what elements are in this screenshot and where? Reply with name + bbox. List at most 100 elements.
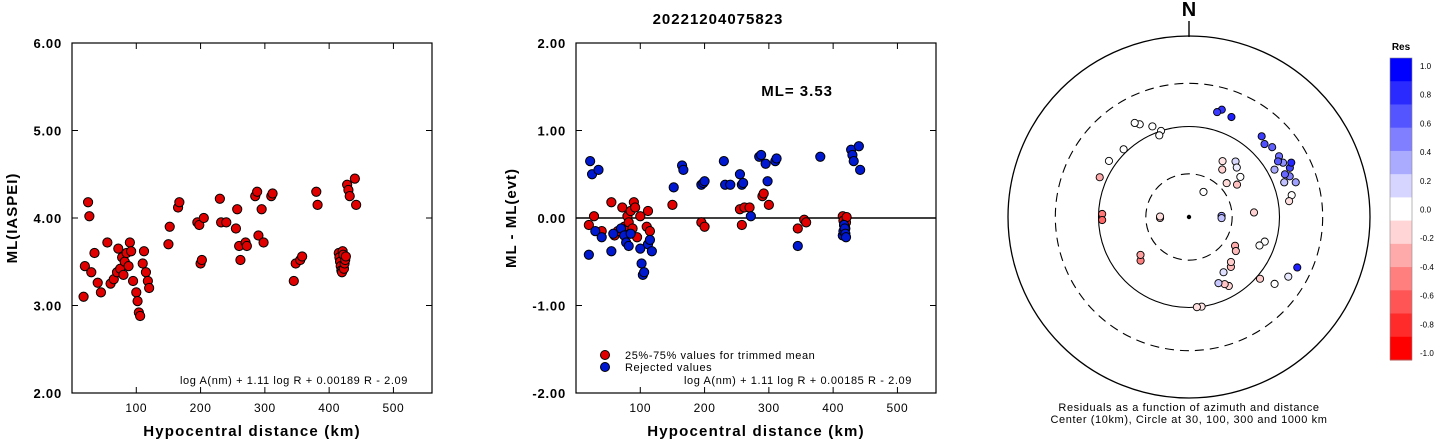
y-axis-label: ML - ML(evt) <box>503 168 520 268</box>
data-point <box>642 205 654 217</box>
station-point <box>1255 241 1264 250</box>
data-point <box>744 202 755 213</box>
data-point <box>617 202 628 213</box>
station-point <box>1214 279 1223 288</box>
data-point <box>583 219 594 231</box>
colorbar-cell <box>1390 104 1412 129</box>
data-point <box>636 258 647 269</box>
data-point <box>164 221 175 232</box>
data-point <box>699 221 710 232</box>
station-point <box>1098 215 1107 225</box>
data-point <box>113 243 124 254</box>
data-point <box>123 261 134 272</box>
data-point <box>241 240 252 252</box>
x-tick-label: 400 <box>318 401 340 415</box>
station-point <box>1293 263 1302 272</box>
data-point <box>102 237 113 248</box>
station-point <box>1218 165 1227 174</box>
data-point <box>131 287 142 298</box>
colorbar-cell <box>1390 58 1412 82</box>
station-point <box>1257 132 1266 141</box>
magnitude-formula: log A(nm) + 1.11 log R + 0.00189 R - 2.0… <box>180 375 408 387</box>
event-id-title: 20221204075823 <box>653 11 784 28</box>
data-point <box>635 243 646 254</box>
data-point <box>311 186 322 197</box>
station-point <box>1260 140 1269 149</box>
station-point <box>1219 268 1228 277</box>
data-point <box>297 251 308 262</box>
station-point <box>1192 303 1201 312</box>
data-point <box>583 249 594 260</box>
north-label: N <box>1182 0 1196 21</box>
data-point <box>344 191 355 202</box>
legend-marker-rejected <box>600 362 610 372</box>
colorbar-tick-label: 1.0 <box>1420 62 1432 71</box>
x-tick-label: 200 <box>694 401 716 415</box>
data-point <box>606 197 617 208</box>
data-point <box>340 251 351 262</box>
data-point <box>84 211 95 222</box>
x-axis-label: Hypocentral distance (km) <box>647 423 865 440</box>
station-point <box>1222 179 1231 188</box>
y-tick-label: 2.00 <box>537 36 566 51</box>
data-point <box>758 188 769 199</box>
data-point <box>644 226 656 237</box>
colorbar: Res 1.0 0.8 0.6 0.4 0.2 0.0 -0.2 -0.4 -0.6 -0.8 -1… <box>1389 42 1434 361</box>
station-point <box>1231 246 1240 256</box>
station-point <box>1119 145 1128 154</box>
azimuth-residual-panel: N Residuals as a function of azimuth and… <box>1007 0 1434 426</box>
colorbar-frame <box>1389 57 1413 361</box>
data-point <box>646 246 657 257</box>
data-point <box>596 232 607 243</box>
ml-vs-distance-panel: 100 200 300 400 500 2.00 3.00 4.00 5.00 6.00 log… <box>4 36 433 440</box>
colorbar-cell <box>1390 220 1412 245</box>
data-point <box>840 232 852 243</box>
data-point <box>792 223 803 234</box>
x-tick-label: 500 <box>383 401 405 415</box>
colorbar-tick-label: -0.4 <box>1420 263 1434 272</box>
data-point <box>630 202 641 213</box>
colorbar-cell <box>1390 127 1412 152</box>
colorbar-tick-label: 0.4 <box>1420 148 1432 157</box>
x-axis-label: Hypocentral distance (km) <box>143 423 361 440</box>
data-point <box>163 239 174 250</box>
data-point <box>718 156 729 167</box>
colorbar-cell <box>1390 81 1412 105</box>
colorbar-tick-label: 0.8 <box>1420 91 1432 100</box>
data-point <box>140 267 152 278</box>
y-tick-label: 2.00 <box>33 386 62 401</box>
station-point <box>1104 156 1113 165</box>
data-point <box>635 211 646 222</box>
data-point <box>590 226 601 237</box>
data-point <box>312 199 323 210</box>
data-point <box>92 277 103 288</box>
ml-value-label: ML= 3.53 <box>761 83 833 100</box>
y-tick-label: 4.00 <box>33 211 62 226</box>
data-point <box>606 246 617 257</box>
data-point <box>815 151 826 162</box>
data-point <box>736 219 747 231</box>
data-point <box>135 310 146 322</box>
data-point <box>252 186 263 197</box>
data-point <box>288 275 299 287</box>
colorbar-title: Res <box>1392 42 1411 53</box>
colorbar-cell <box>1390 336 1412 361</box>
data-point <box>792 240 803 252</box>
ring-100km <box>1097 125 1281 309</box>
data-point <box>78 291 89 302</box>
y-tick-labels: 2.00 3.00 4.00 5.00 6.00 <box>33 36 432 401</box>
data-point <box>745 211 756 222</box>
station-point <box>1136 250 1145 259</box>
x-tick-label: 500 <box>887 401 909 415</box>
y-tick-label: 1.00 <box>537 124 566 139</box>
x-tick-labels: 100 200 300 400 500 <box>629 43 908 415</box>
data-point <box>86 267 97 278</box>
y-tick-label: 6.00 <box>33 36 62 51</box>
caption-line-1: Residuals as a function of azimuth and d… <box>1058 402 1319 414</box>
x-tick-label: 100 <box>629 401 651 415</box>
station-point <box>1287 158 1296 167</box>
caption-line-2: Center (10km), Circle at 30, 100, 300 an… <box>1050 414 1327 426</box>
station-point <box>1227 112 1236 122</box>
data-point <box>699 176 710 187</box>
data-point <box>137 258 148 269</box>
